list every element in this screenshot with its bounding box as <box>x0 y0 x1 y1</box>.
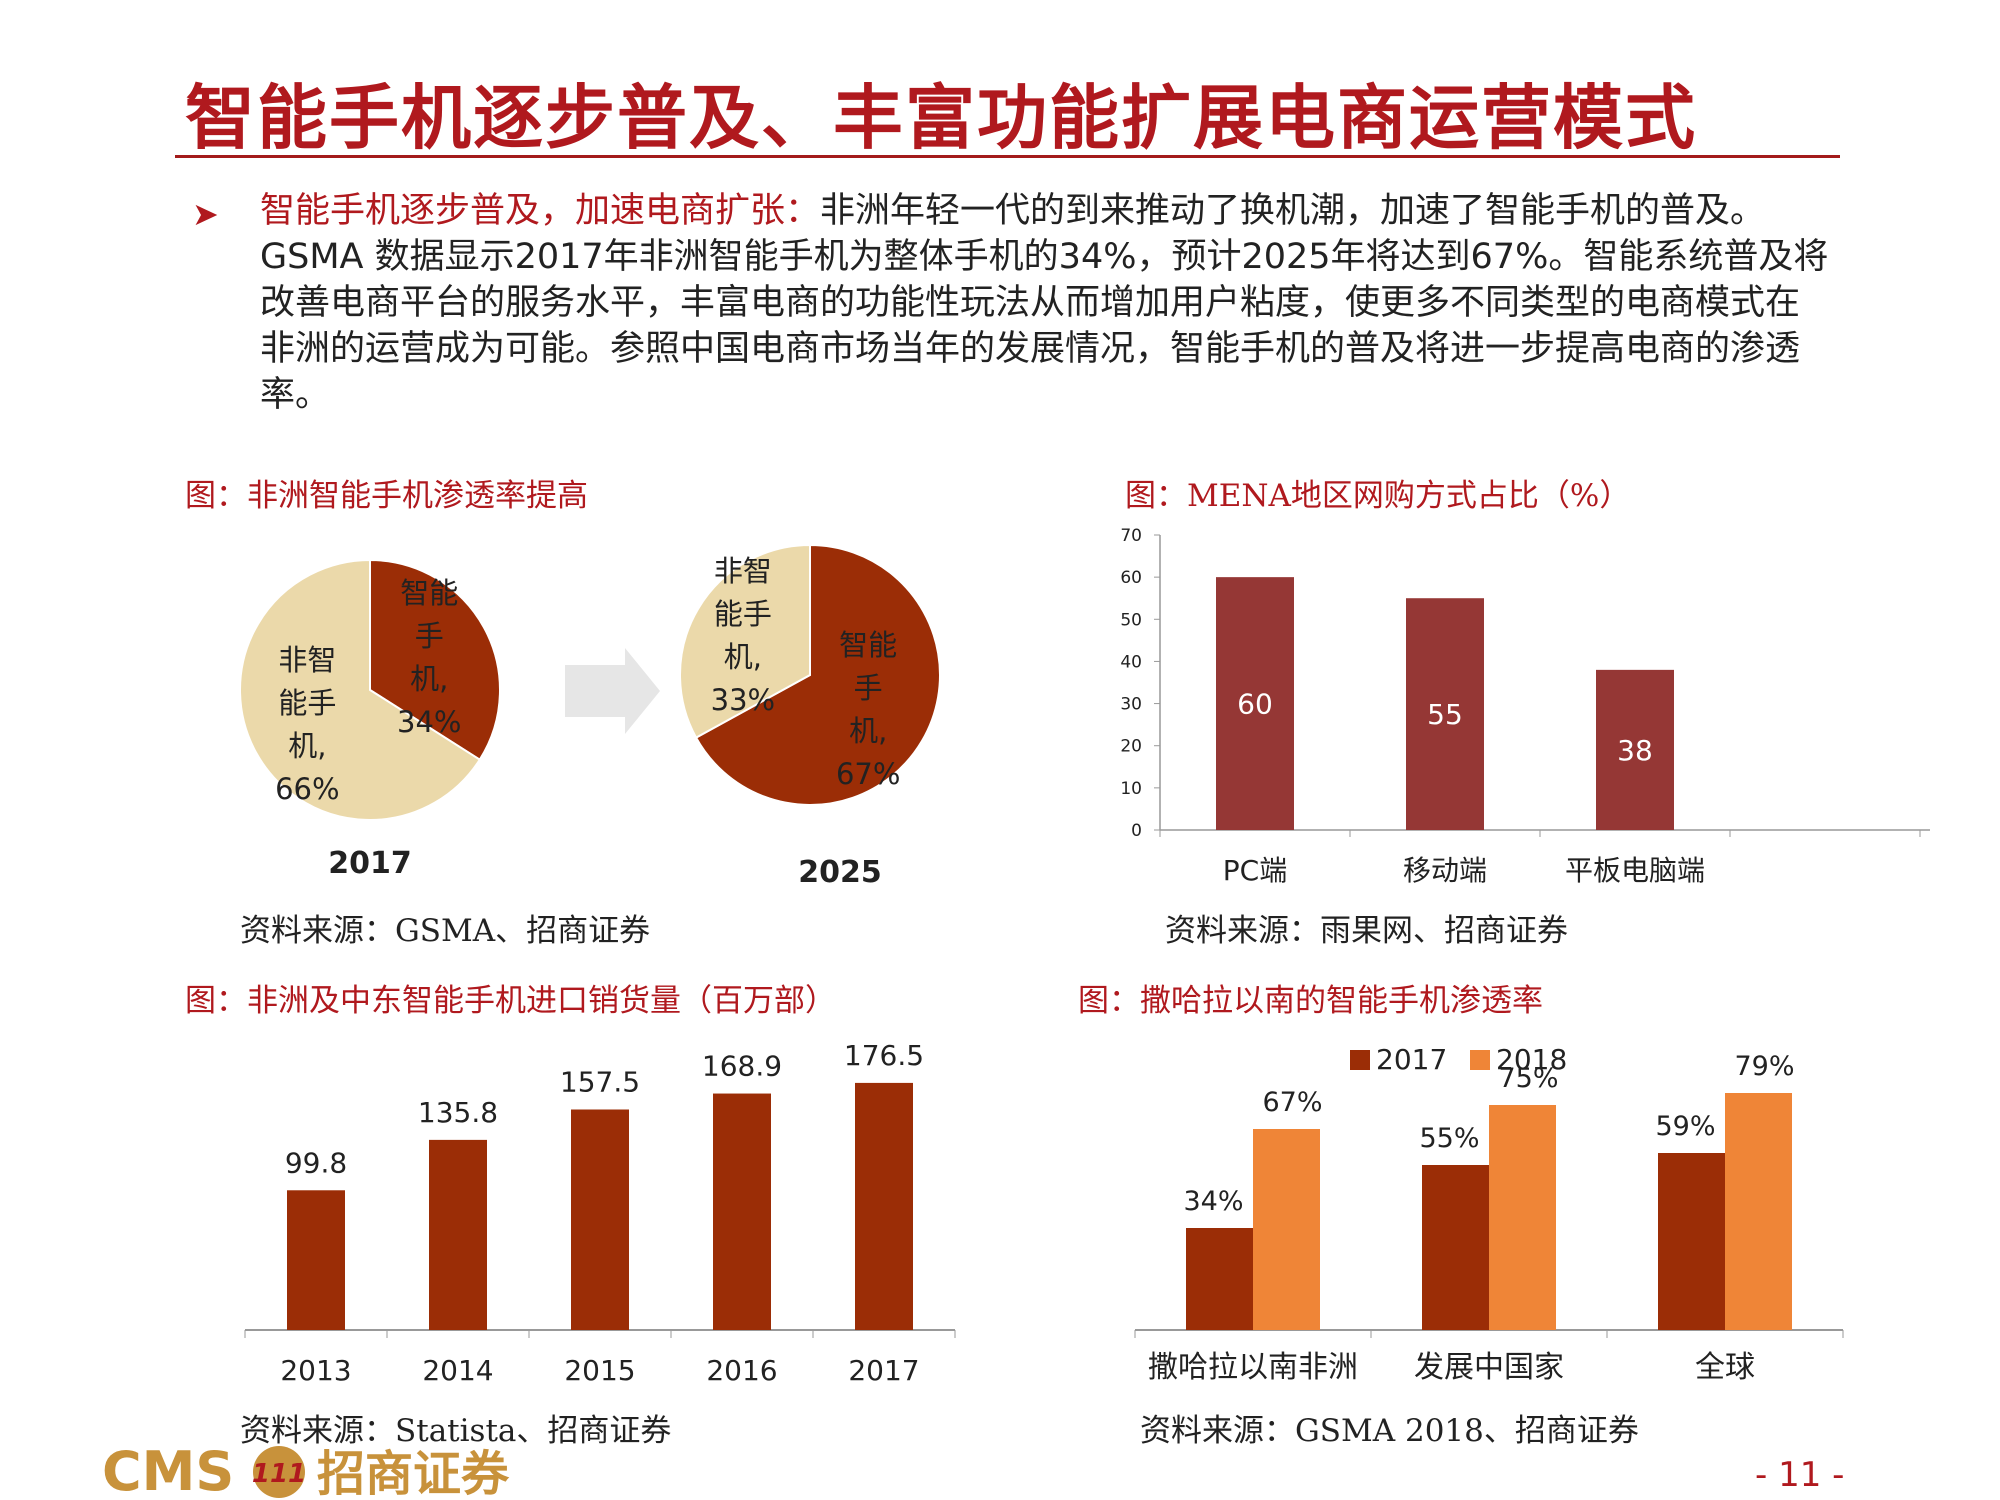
pie-label-line: 手 <box>415 619 444 653</box>
y-tick-label: 10 <box>1120 779 1142 799</box>
y-tick-label: 40 <box>1120 652 1142 672</box>
ssa-bar-2018 <box>1253 1129 1320 1330</box>
mena-bar-value: 60 <box>1237 688 1273 721</box>
pie-2017-year: 2017 <box>328 846 412 881</box>
ssa-category-label: 撒哈拉以南非洲 <box>1148 1350 1358 1385</box>
y-tick-label: 60 <box>1120 568 1142 588</box>
pie-label-line: 机, <box>849 714 887 748</box>
ssa-bar-2017 <box>1422 1165 1489 1330</box>
pie-label-line: 33% <box>711 683 775 717</box>
pie-label-line: 非智 <box>714 554 772 588</box>
ssa-bar-value: 55% <box>1419 1123 1479 1154</box>
imports-bar <box>287 1190 345 1330</box>
imports-bar-value: 157.5 <box>560 1066 640 1099</box>
ssa-bar-value: 34% <box>1183 1186 1243 1217</box>
mena-bar-value: 38 <box>1617 734 1653 767</box>
mena-bar-chart: 0 10 20 30 40 50 60 70 60 PC端 55 移动端 38 平板电脑端 <box>1120 526 1930 887</box>
mena-bar <box>1406 598 1484 830</box>
imports-chart-caption: 图：非洲及中东智能手机进口销货量（百万部） <box>185 983 836 1019</box>
pie-label-line: 能手 <box>278 686 336 720</box>
ssa-bar-value: 67% <box>1262 1087 1322 1118</box>
pie-label-line: 机, <box>288 729 326 763</box>
mena-category-label: PC端 <box>1223 854 1287 887</box>
logo-cn-text: 招商证券 <box>317 1446 510 1500</box>
ssa-category-label: 全球 <box>1695 1350 1755 1385</box>
y-tick-label: 0 <box>1131 821 1142 841</box>
imports-bar <box>855 1082 913 1330</box>
imports-category-label: 2016 <box>706 1354 777 1387</box>
cms-logo: CMS 111 招商证券 <box>102 1440 510 1500</box>
legend-label: 2017 <box>1376 1043 1447 1076</box>
title-divider <box>175 155 1840 158</box>
pie-label-line: 能手 <box>714 597 772 631</box>
ssa-bar-2018 <box>1725 1093 1792 1330</box>
pie-label-line: 34% <box>397 705 461 739</box>
imports-category-label: 2017 <box>848 1354 919 1387</box>
y-tick-label: 50 <box>1120 610 1142 630</box>
y-tick-label: 30 <box>1120 695 1142 715</box>
imports-category-label: 2014 <box>422 1354 493 1387</box>
page-title: 智能手机逐步普及、丰富功能扩展电商运营模式 <box>185 77 1697 159</box>
imports-bar <box>713 1093 771 1330</box>
pie-chart-source: 资料来源：GSMA、招商证券 <box>240 913 651 949</box>
mena-bar <box>1216 577 1294 830</box>
pie-label-line: 智能 <box>839 628 897 662</box>
imports-bar <box>571 1109 629 1330</box>
imports-bar-chart: 99.8 2013 135.8 2014 157.5 2015 168.9 2016 176.5… <box>244 1039 956 1387</box>
bullet-lead: 智能手机逐步普及，加速电商扩张： <box>260 191 821 231</box>
legend-label: 2018 <box>1496 1043 1567 1076</box>
ssa-grouped-bar-chart: 2017 2018 34% 67% 撒哈拉以南非洲 55% 75% 发展中国家 59% 79% 全… <box>1134 1043 1844 1385</box>
legend-swatch <box>1470 1050 1490 1070</box>
imports-bar-value: 135.8 <box>418 1096 498 1129</box>
imports-bar-value: 176.5 <box>844 1039 924 1072</box>
imports-category-label: 2015 <box>564 1354 635 1387</box>
mena-bar-value: 55 <box>1427 698 1463 731</box>
pie-label-line: 手 <box>854 671 883 705</box>
pie-slice-non-smart <box>239 558 482 821</box>
imports-category-label: 2013 <box>280 1354 351 1387</box>
pie-slice-non-smart <box>679 543 811 739</box>
ssa-bar-value: 79% <box>1734 1051 1794 1082</box>
imports-bar-value: 168.9 <box>702 1050 782 1083</box>
mena-bar <box>1596 669 1674 830</box>
mena-chart-source: 资料来源：雨果网、招商证券 <box>1165 913 1568 949</box>
pie-2025-year: 2025 <box>798 855 882 890</box>
pie-slice-smart <box>694 543 941 806</box>
ssa-chart-source: 资料来源：GSMA 2018、招商证券 <box>1140 1413 1639 1449</box>
ssa-bar-2018 <box>1489 1105 1556 1330</box>
bullet-body: 非洲年轻一代的到来推动了换机潮，加速了智能手机的普及。 GSMA 数据显示201… <box>260 191 1829 415</box>
imports-bar <box>429 1139 487 1330</box>
logo-badge-icon <box>253 1446 305 1498</box>
mena-category-label: 移动端 <box>1403 854 1487 887</box>
mena-chart-caption: 图：MENA地区网购方式占比（%） <box>1125 478 1631 514</box>
ssa-bar-2017 <box>1186 1228 1253 1330</box>
imports-bar-value: 99.8 <box>285 1146 347 1179</box>
mena-category-label: 平板电脑端 <box>1565 854 1705 887</box>
legend-swatch <box>1350 1050 1370 1070</box>
ssa-bar-value: 59% <box>1655 1111 1715 1142</box>
ssa-bar-2017 <box>1658 1153 1725 1330</box>
pie-label-line: 机, <box>724 640 762 674</box>
y-tick-label: 70 <box>1120 526 1142 546</box>
ssa-chart-caption: 图：撒哈拉以南的智能手机渗透率 <box>1078 983 1543 1019</box>
right-arrow-icon <box>565 648 660 734</box>
pie-chart-caption: 图：非洲智能手机渗透率提高 <box>185 478 588 514</box>
pie-label-line: 非智 <box>278 643 336 677</box>
pie-label-line: 机, <box>410 662 448 696</box>
pie-label-line: 67% <box>836 757 900 791</box>
pie-label-line: 智能 <box>400 576 458 610</box>
logo-badge-text: 111 <box>252 1459 306 1489</box>
arrow-bullet-icon: ➤ <box>192 195 219 233</box>
bullet-paragraph: 智能手机逐步普及，加速电商扩张：非洲年轻一代的到来推动了换机潮，加速了智能手机的… <box>260 188 1830 418</box>
ssa-bar-value: 75% <box>1498 1063 1558 1094</box>
y-tick-label: 20 <box>1120 737 1142 757</box>
pie-label-line: 66% <box>275 772 339 806</box>
ssa-category-label: 发展中国家 <box>1414 1350 1564 1385</box>
logo-text: CMS <box>102 1440 234 1500</box>
page-number: - 11 - <box>1755 1455 1845 1495</box>
imports-chart-source: 资料来源：Statista、招商证券 <box>240 1413 672 1449</box>
